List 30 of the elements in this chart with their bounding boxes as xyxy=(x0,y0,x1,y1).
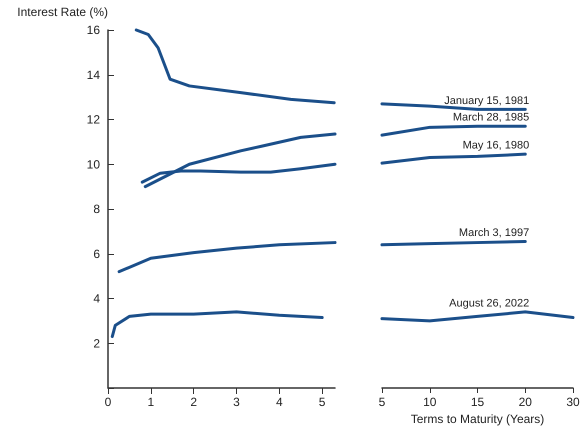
x-tick-label: 5 xyxy=(378,395,386,409)
y-tick-label: 16 xyxy=(86,23,100,37)
x-tick-label: 30 xyxy=(566,395,580,409)
x-tick-label: 20 xyxy=(518,395,532,409)
series-label: March 28, 1985 xyxy=(452,112,530,124)
y-tick-label: 12 xyxy=(86,112,100,126)
x-tick-label: 1 xyxy=(147,395,154,409)
y-tick-label: 6 xyxy=(93,246,100,261)
line-series xyxy=(110,310,324,338)
x-axis-title: Terms to Maturity (Years) xyxy=(410,412,544,426)
series-label: May 16, 1980 xyxy=(462,140,530,152)
y-tick-label: 2 xyxy=(93,336,100,350)
x-tick-label: 2 xyxy=(190,395,198,409)
series-label: August 26, 2022 xyxy=(449,297,530,310)
x-tick-label: 4 xyxy=(276,395,283,409)
line-series xyxy=(144,132,336,188)
line-series xyxy=(134,28,336,104)
y-tick-label: 14 xyxy=(86,68,100,82)
y-axis-title: Interest Rate (%) xyxy=(17,5,108,19)
y-tick-label: 10 xyxy=(86,157,100,172)
series-label: March 3, 1997 xyxy=(458,226,530,239)
x-tick-label: 0 xyxy=(104,395,112,409)
x-tick-label: 3 xyxy=(233,395,240,409)
x-tick-label: 5 xyxy=(318,395,326,409)
series-label: January 15, 1981 xyxy=(444,94,530,107)
line-series xyxy=(118,241,336,274)
y-tick-label: 4 xyxy=(93,292,100,306)
y-tick-label: 8 xyxy=(93,202,100,216)
x-tick-label: 15 xyxy=(470,395,484,409)
x-tick-label: 10 xyxy=(423,395,437,409)
